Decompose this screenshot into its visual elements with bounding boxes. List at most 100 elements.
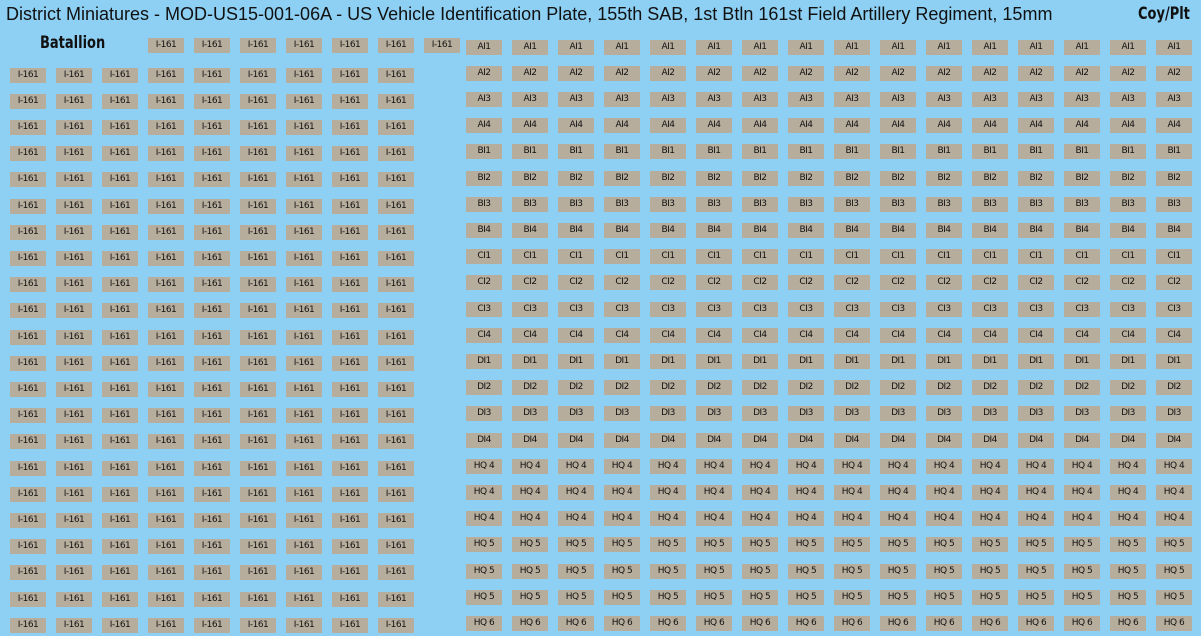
plate: HQ 4: [696, 458, 732, 474]
plate: I-161: [102, 119, 138, 135]
plate: CI1: [1064, 249, 1100, 265]
plate: CI3: [972, 301, 1008, 317]
plate: AI2: [1156, 65, 1192, 81]
plate: I-161: [10, 434, 46, 450]
plate: HQ 5: [1110, 563, 1146, 579]
plate: I-161: [240, 408, 276, 424]
plate: AI2: [650, 65, 686, 81]
plate: I-161: [194, 591, 230, 607]
plate: I-161: [10, 172, 46, 188]
plate: I-161: [56, 93, 92, 109]
plate: I-161: [378, 565, 414, 581]
plate: AI2: [696, 65, 732, 81]
plate: BI3: [972, 196, 1008, 212]
plate: I-161: [194, 460, 230, 476]
plate: I-161: [148, 277, 184, 293]
plate: AI1: [742, 39, 778, 55]
plate: I-161: [194, 146, 230, 162]
plate: HQ 4: [650, 484, 686, 500]
plate: DI3: [742, 406, 778, 422]
plate: I-161: [332, 486, 368, 502]
plate: I-161: [332, 250, 368, 266]
plate: AI3: [650, 91, 686, 107]
plate: I-161: [332, 381, 368, 397]
plate: HQ 6: [1110, 615, 1146, 631]
plate: I-161: [102, 539, 138, 555]
plate: AI3: [604, 91, 640, 107]
plate: AI1: [834, 39, 870, 55]
plate: I-161: [56, 460, 92, 476]
plate: I-161: [332, 512, 368, 528]
plate: AI1: [1110, 39, 1146, 55]
plate: I-161: [194, 617, 230, 633]
plate: AI3: [972, 91, 1008, 107]
plate: CI2: [788, 275, 824, 291]
plate: DI1: [880, 353, 916, 369]
plate: HQ 4: [650, 511, 686, 527]
plate: CI3: [558, 301, 594, 317]
plate: I-161: [194, 303, 230, 319]
plate: DI4: [880, 432, 916, 448]
plate: AI3: [558, 91, 594, 107]
plate: BI1: [788, 144, 824, 160]
plate: CI4: [604, 327, 640, 343]
plate: HQ 4: [1064, 458, 1100, 474]
plate: I-161: [332, 37, 368, 53]
plate: I-161: [194, 434, 230, 450]
plate: BI4: [926, 222, 962, 238]
section-label: Coy/Plt: [1138, 4, 1190, 24]
plate: HQ 4: [742, 511, 778, 527]
plate: AI3: [926, 91, 962, 107]
sheet-title: District Miniatures - MOD-US15-001-06A -…: [6, 4, 1053, 24]
plate: DI2: [604, 380, 640, 396]
plate: HQ 6: [604, 615, 640, 631]
plate: BI4: [604, 222, 640, 238]
plate: AI1: [1156, 39, 1192, 55]
plate: DI4: [650, 432, 686, 448]
plate: BI2: [466, 170, 502, 186]
plate: CI1: [1110, 249, 1146, 265]
plate: BI1: [512, 144, 548, 160]
plate: I-161: [240, 617, 276, 633]
plate: I-161: [240, 277, 276, 293]
plate: HQ 4: [788, 511, 824, 527]
plate: HQ 5: [466, 589, 502, 605]
plate: CI4: [1018, 327, 1054, 343]
plate: I-161: [10, 67, 46, 83]
plate: I-161: [102, 198, 138, 214]
plate: I-161: [240, 37, 276, 53]
plate: HQ 4: [604, 484, 640, 500]
plate: CI4: [788, 327, 824, 343]
plate: DI3: [834, 406, 870, 422]
plate: BI1: [1064, 144, 1100, 160]
plate: BI1: [880, 144, 916, 160]
plate: I-161: [56, 591, 92, 607]
plate: BI4: [834, 222, 870, 238]
plate: BI3: [880, 196, 916, 212]
plate: BI4: [558, 222, 594, 238]
plate: I-161: [194, 329, 230, 345]
plate: CI4: [650, 327, 686, 343]
plate: I-161: [10, 408, 46, 424]
plate: DI4: [604, 432, 640, 448]
plate: AI2: [880, 65, 916, 81]
plate: HQ 4: [742, 458, 778, 474]
plate: DI1: [512, 353, 548, 369]
plate: HQ 4: [1018, 458, 1054, 474]
plate: DI3: [604, 406, 640, 422]
plate: I-161: [148, 303, 184, 319]
plate: I-161: [378, 381, 414, 397]
plate: AI2: [926, 65, 962, 81]
plate: BI2: [834, 170, 870, 186]
plate: HQ 5: [604, 563, 640, 579]
plate: HQ 5: [696, 537, 732, 553]
plate: I-161: [286, 617, 322, 633]
plate: CI2: [604, 275, 640, 291]
plate: I-161: [378, 146, 414, 162]
plate: CI2: [558, 275, 594, 291]
plate: I-161: [378, 93, 414, 109]
plate: I-161: [10, 486, 46, 502]
plate: HQ 6: [512, 615, 548, 631]
plate: HQ 4: [604, 458, 640, 474]
plate: I-161: [194, 277, 230, 293]
